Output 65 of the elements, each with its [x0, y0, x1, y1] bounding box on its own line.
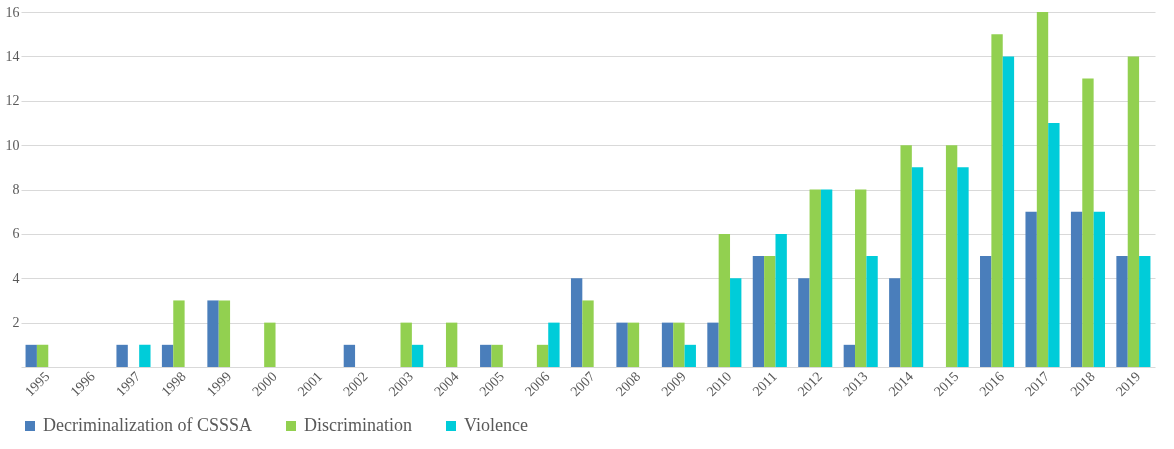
- bar: [173, 300, 185, 367]
- bar: [1082, 78, 1094, 367]
- bar: [866, 256, 878, 367]
- bar: [264, 322, 276, 367]
- bar: [1048, 122, 1060, 367]
- bar: [900, 145, 912, 367]
- y-tick-label: 16: [5, 4, 20, 20]
- y-tick-label: 4: [12, 270, 20, 286]
- bar: [707, 322, 719, 367]
- y-tick-label: 10: [5, 137, 20, 153]
- bar: [627, 322, 640, 367]
- bar: [911, 167, 924, 367]
- y-tick-label: 8: [12, 182, 20, 197]
- bar: [1025, 211, 1037, 367]
- bar: [161, 344, 174, 367]
- bar: [582, 300, 594, 367]
- bar: [673, 322, 685, 367]
- bar: [616, 322, 628, 367]
- legend-label: Decriminalization of CSSSA: [43, 415, 252, 435]
- bar: [1127, 56, 1140, 367]
- bar: [139, 344, 151, 367]
- bar: [491, 344, 503, 367]
- bar: [400, 322, 412, 367]
- bar: [798, 278, 810, 367]
- bar: [957, 167, 969, 367]
- bar: [25, 344, 37, 367]
- legend-label: Discrimination: [304, 415, 412, 435]
- legend-label: Violence: [464, 415, 528, 435]
- bar: [855, 189, 867, 367]
- bar: [570, 278, 583, 367]
- bar: [1036, 12, 1049, 367]
- y-tick-label: 2: [12, 315, 20, 331]
- bar: [764, 256, 776, 367]
- bar: [207, 300, 219, 367]
- bar: [1093, 211, 1105, 367]
- bar: [945, 145, 958, 367]
- bar: [730, 278, 742, 367]
- bar: [684, 344, 696, 367]
- bar: [36, 344, 49, 367]
- bar: [218, 300, 231, 367]
- y-tick-label: 6: [12, 226, 20, 242]
- bar: [1002, 56, 1015, 367]
- bar: [1070, 211, 1083, 367]
- bar: [775, 233, 787, 367]
- bar: [820, 189, 833, 367]
- bar: [661, 322, 674, 367]
- bar: [809, 189, 821, 367]
- bar: [718, 233, 731, 367]
- bar: [445, 322, 458, 367]
- bar: [843, 344, 856, 367]
- bar: [1139, 256, 1151, 367]
- bar: [980, 256, 992, 367]
- bar: [536, 344, 549, 367]
- bar: [411, 344, 424, 367]
- bar: [991, 34, 1003, 367]
- y-tick-label: 12: [5, 93, 20, 109]
- bar: [889, 278, 901, 367]
- bar: [1116, 256, 1128, 367]
- bar: [548, 322, 560, 367]
- bar: [752, 256, 765, 367]
- y-tick-label: 14: [5, 48, 20, 64]
- bar: [116, 344, 128, 367]
- bar: [480, 344, 492, 367]
- x-tick-label: 2011: [749, 368, 780, 399]
- bar: [343, 344, 356, 367]
